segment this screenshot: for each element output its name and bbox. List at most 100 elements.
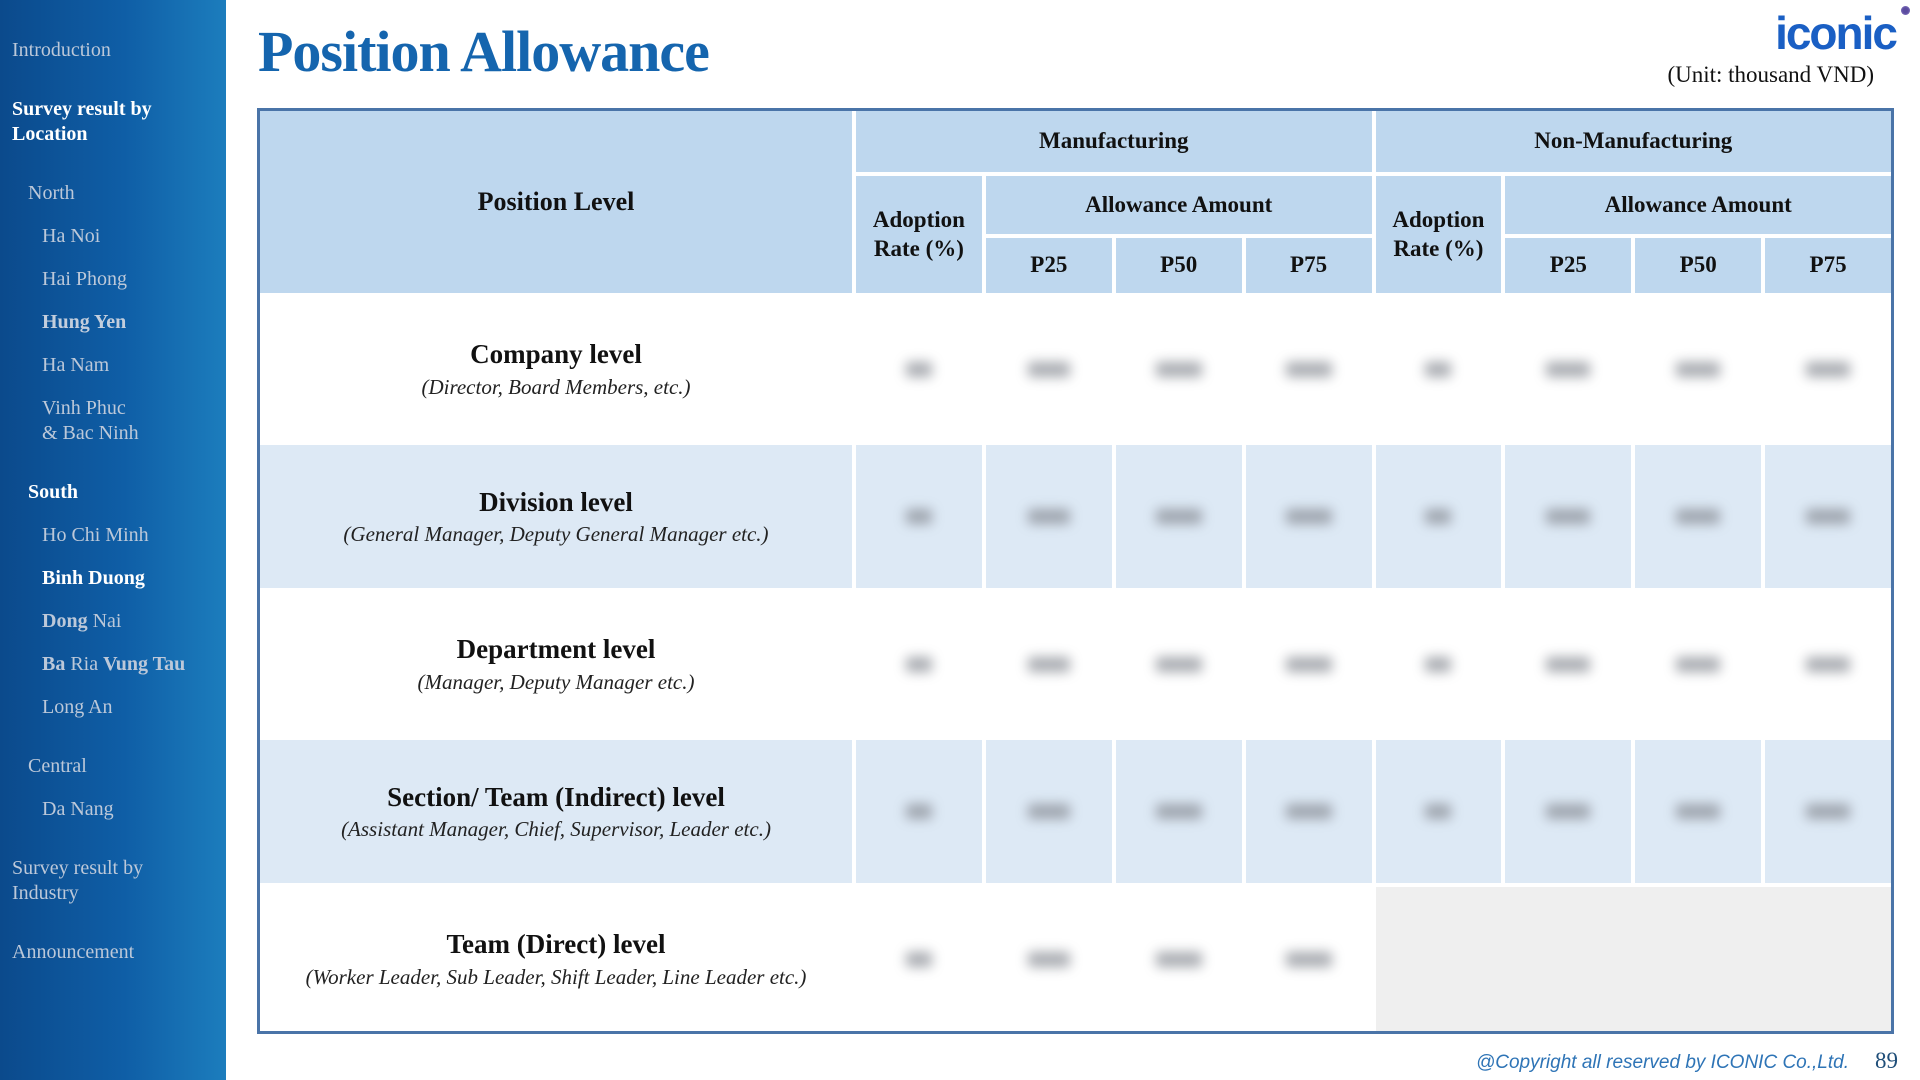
redacted-value-cell [1245, 739, 1372, 884]
sidebar-item-north[interactable]: North [28, 182, 75, 204]
redacted-value [1155, 656, 1202, 672]
redacted-value-cell [1245, 592, 1372, 736]
sidebar-item-label: Ria [70, 653, 104, 675]
redacted-value-cell [1635, 592, 1762, 736]
sidebar-item-binh-duong[interactable]: Binh Duong [42, 567, 145, 589]
sidebar-item-label: Ba [42, 653, 71, 675]
sidebar-item-ba-ria-vung-tau[interactable]: Ba Ria Vung Tau [10, 652, 218, 677]
redacted-value [1155, 361, 1202, 377]
redacted-value [1285, 509, 1332, 525]
col-header-allowance-amount-nonmfg: Allowance Amount [1505, 176, 1891, 234]
col-header-p75-nonmfg: P75 [1765, 237, 1891, 294]
sidebar-item-south[interactable]: South [28, 481, 79, 503]
redacted-value-cell [1245, 444, 1372, 589]
row-title: Team (Direct) level [446, 929, 666, 960]
redacted-value-cell [1635, 297, 1762, 441]
redacted-value [905, 656, 932, 672]
footer: @Copyright all reserved by ICONIC Co.,Lt… [1476, 1048, 1898, 1074]
redacted-value-cell [1765, 592, 1891, 736]
redacted-value-cell [856, 297, 982, 441]
page-title: Position Allowance [258, 19, 710, 84]
empty-non-manufacturing-cell [1375, 887, 1891, 1031]
redacted-value-cell [1115, 297, 1242, 441]
redacted-value-cell [1375, 739, 1502, 884]
row-label: Company level (Director, Board Members, e… [260, 297, 852, 441]
redacted-value-cell [1765, 739, 1891, 884]
page-number: 89 [1875, 1048, 1898, 1073]
row-subtitle: (Manager, Deputy Manager etc.) [417, 669, 695, 694]
redacted-value-cell [1115, 887, 1242, 1031]
sidebar-item-label: Nai [92, 610, 122, 632]
row-subtitle: (Worker Leader, Sub Leader, Shift Leader… [305, 964, 807, 989]
redacted-value-cell [985, 739, 1112, 884]
redacted-value-cell [1245, 887, 1372, 1031]
row-label: Team (Direct) level (Worker Leader, Sub L… [260, 887, 852, 1031]
unit-note: (Unit: thousand VND) [1667, 62, 1874, 87]
row-title: Section/ Team (Indirect) level [387, 781, 725, 812]
redacted-value [1546, 804, 1591, 820]
iconic-logo: iconic [1775, 7, 1898, 59]
redacted-value [1546, 509, 1591, 525]
redacted-value [1806, 804, 1851, 820]
col-header-p25-nonmfg: P25 [1505, 237, 1632, 294]
redacted-value-cell [1505, 444, 1632, 589]
redacted-value-cell [985, 887, 1112, 1031]
redacted-value [1155, 509, 1202, 525]
redacted-value [905, 509, 932, 525]
sidebar-item-introduction[interactable]: Introduction [12, 39, 111, 61]
row-title: Department level [456, 634, 656, 665]
redacted-value-cell [1635, 739, 1762, 884]
redacted-value [905, 361, 932, 377]
redacted-value-cell [856, 887, 982, 1031]
sidebar-item-central[interactable]: Central [28, 755, 87, 777]
sidebar-item-hung-yen[interactable]: Hung Yen [42, 311, 127, 333]
sidebar-nav: Introduction Survey result by Location Nor… [0, 0, 226, 1080]
copyright-text: @Copyright all reserved by ICONIC Co.,Lt… [1475, 1052, 1849, 1073]
group-header-manufacturing: Manufacturing [856, 111, 1372, 173]
col-header-adoption-rate-mfg: Adoption Rate (%) [856, 176, 982, 294]
redacted-value [905, 804, 932, 820]
col-header-p50-mfg: P50 [1115, 237, 1242, 294]
sidebar-item-survey-result-by-industry[interactable]: Survey result by Industry [12, 857, 144, 904]
row-subtitle: (Assistant Manager, Chief, Supervisor, L… [341, 817, 771, 842]
redacted-value-cell [985, 444, 1112, 589]
redacted-value [1676, 509, 1721, 525]
col-header-allowance-amount-mfg: Allowance Amount [985, 176, 1372, 234]
redacted-value [1027, 361, 1070, 377]
redacted-value-cell [1505, 739, 1632, 884]
redacted-value [1027, 804, 1070, 820]
sidebar-item-long-an[interactable]: Long An [42, 696, 113, 718]
redacted-value-cell [1375, 297, 1502, 441]
sidebar-item-survey-result-by-location[interactable]: Survey result by Location [12, 98, 152, 145]
sidebar-item-vinh-phuc-bac-ninh[interactable]: Vinh Phuc & Bac Ninh [42, 397, 139, 444]
row-title: Division level [479, 486, 633, 517]
redacted-value [1155, 804, 1202, 820]
redacted-value-cell [856, 444, 982, 589]
redacted-value [1676, 656, 1721, 672]
col-header-p25-mfg: P25 [985, 237, 1112, 294]
sidebar-item-da-nang[interactable]: Da Nang [42, 798, 114, 820]
sidebar-item-ha-nam[interactable]: Ha Nam [42, 354, 110, 376]
col-header-p75-mfg: P75 [1245, 237, 1372, 294]
redacted-value [1285, 951, 1332, 967]
redacted-value [1155, 951, 1202, 967]
group-header-non-manufacturing: Non-Manufacturing [1375, 111, 1891, 173]
sidebar-item-ho-chi-minh[interactable]: Ho Chi Minh [42, 524, 149, 546]
redacted-value-cell [1505, 297, 1632, 441]
sidebar-item-dong-nai[interactable]: Dong Nai [10, 609, 218, 634]
redacted-value [1285, 804, 1332, 820]
redacted-value [1027, 656, 1070, 672]
redacted-value [1676, 361, 1721, 377]
redacted-value-cell [985, 592, 1112, 736]
row-subtitle: (General Manager, Deputy General Manager… [343, 522, 769, 547]
redacted-value [1285, 656, 1332, 672]
sidebar-item-ha-noi[interactable]: Ha Noi [42, 225, 101, 247]
sidebar-item-label: Vung Tau [103, 653, 186, 675]
redacted-value [1806, 509, 1851, 525]
sidebar-item-announcement[interactable]: Announcement [12, 941, 135, 963]
corner-dot-icon [1901, 6, 1910, 15]
redacted-value-cell [1765, 444, 1891, 589]
redacted-value [1546, 361, 1591, 377]
col-header-p50-nonmfg: P50 [1635, 237, 1762, 294]
sidebar-item-hai-phong[interactable]: Hai Phong [42, 268, 127, 290]
